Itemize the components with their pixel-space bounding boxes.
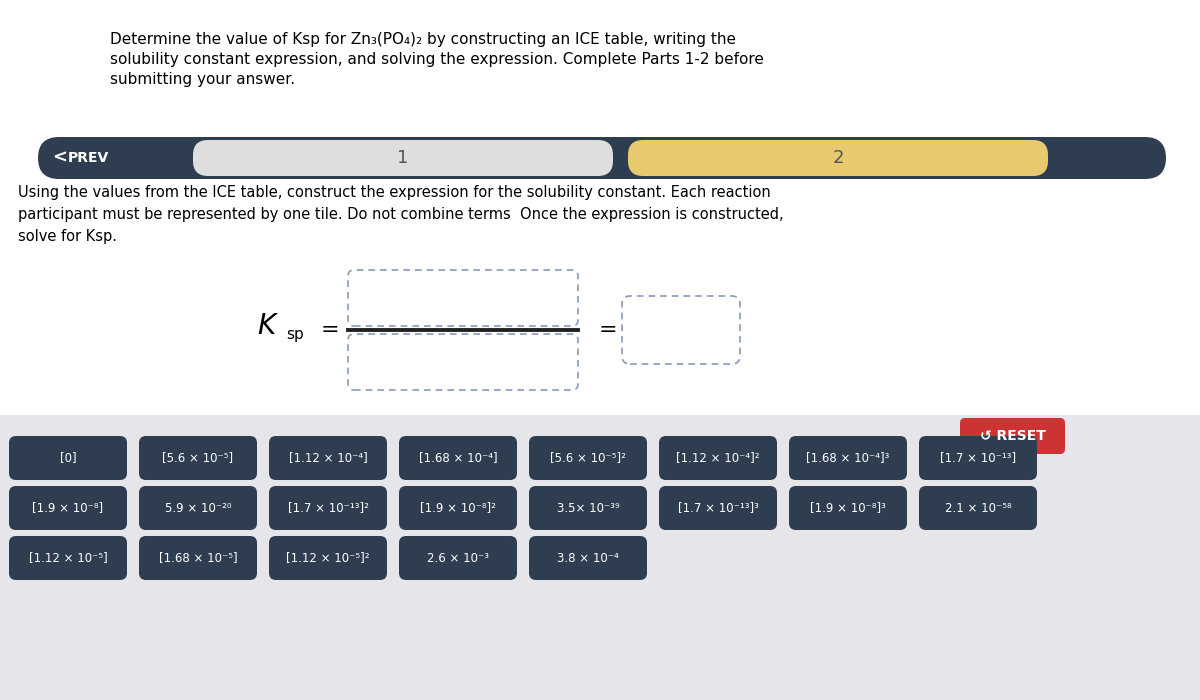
Text: [1.9 × 10⁻⁸]²: [1.9 × 10⁻⁸]² — [420, 501, 496, 514]
FancyBboxPatch shape — [919, 436, 1037, 480]
Text: 2: 2 — [833, 149, 844, 167]
FancyBboxPatch shape — [529, 536, 647, 580]
Text: [1.7 × 10⁻¹³]: [1.7 × 10⁻¹³] — [940, 452, 1016, 465]
FancyBboxPatch shape — [269, 486, 386, 530]
Text: <: < — [52, 149, 67, 167]
FancyBboxPatch shape — [269, 536, 386, 580]
FancyBboxPatch shape — [348, 334, 578, 390]
FancyBboxPatch shape — [659, 436, 778, 480]
Text: [1.12 × 10⁻⁵]: [1.12 × 10⁻⁵] — [29, 552, 107, 564]
FancyBboxPatch shape — [10, 486, 127, 530]
Text: [5.6 × 10⁻⁵]²: [5.6 × 10⁻⁵]² — [550, 452, 626, 465]
FancyBboxPatch shape — [622, 296, 740, 364]
FancyBboxPatch shape — [269, 436, 386, 480]
FancyBboxPatch shape — [348, 270, 578, 326]
Text: [1.9 × 10⁻⁸]: [1.9 × 10⁻⁸] — [32, 501, 103, 514]
FancyBboxPatch shape — [193, 140, 613, 176]
FancyBboxPatch shape — [790, 436, 907, 480]
Text: 2.1 × 10⁻⁵⁸: 2.1 × 10⁻⁵⁸ — [944, 501, 1012, 514]
FancyBboxPatch shape — [398, 486, 517, 530]
Text: [1.68 × 10⁻⁴]³: [1.68 × 10⁻⁴]³ — [806, 452, 889, 465]
Text: solve for Ksp.: solve for Ksp. — [18, 229, 118, 244]
Bar — [0, 0, 1200, 415]
Text: [1.68 × 10⁻⁴]: [1.68 × 10⁻⁴] — [419, 452, 497, 465]
Text: [5.6 × 10⁻⁵]: [5.6 × 10⁻⁵] — [162, 452, 234, 465]
FancyBboxPatch shape — [398, 536, 517, 580]
Text: $K$: $K$ — [257, 312, 280, 340]
FancyBboxPatch shape — [38, 137, 1166, 179]
Bar — [0, 415, 1200, 700]
Text: solubility constant expression, and solving the expression. Complete Parts 1-2 b: solubility constant expression, and solv… — [110, 52, 764, 67]
FancyBboxPatch shape — [960, 418, 1066, 454]
Text: participant must be represented by one tile. Do not combine terms  Once the expr: participant must be represented by one t… — [18, 207, 784, 222]
Text: submitting your answer.: submitting your answer. — [110, 72, 295, 87]
FancyBboxPatch shape — [398, 436, 517, 480]
FancyBboxPatch shape — [790, 486, 907, 530]
Text: =: = — [599, 320, 617, 340]
FancyBboxPatch shape — [628, 140, 1048, 176]
Text: [1.12 × 10⁻⁴]: [1.12 × 10⁻⁴] — [289, 452, 367, 465]
FancyBboxPatch shape — [10, 436, 127, 480]
Text: [1.12 × 10⁻⁵]²: [1.12 × 10⁻⁵]² — [287, 552, 370, 564]
Text: 3.8 × 10⁻⁴: 3.8 × 10⁻⁴ — [557, 552, 619, 564]
FancyBboxPatch shape — [139, 536, 257, 580]
Text: 1: 1 — [397, 149, 409, 167]
FancyBboxPatch shape — [659, 486, 778, 530]
Text: [1.68 × 10⁻⁵]: [1.68 × 10⁻⁵] — [158, 552, 238, 564]
Text: [1.12 × 10⁻⁴]²: [1.12 × 10⁻⁴]² — [677, 452, 760, 465]
Text: Determine the value of Ksp for Zn₃(PO₄)₂ by constructing an ICE table, writing t: Determine the value of Ksp for Zn₃(PO₄)₂… — [110, 32, 736, 47]
Text: [1.7 × 10⁻¹³]²: [1.7 × 10⁻¹³]² — [288, 501, 368, 514]
Text: 3.5× 10⁻³⁹: 3.5× 10⁻³⁹ — [557, 501, 619, 514]
FancyBboxPatch shape — [529, 436, 647, 480]
Text: ↺ RESET: ↺ RESET — [979, 429, 1045, 443]
Text: [0]: [0] — [60, 452, 77, 465]
FancyBboxPatch shape — [919, 486, 1037, 530]
FancyBboxPatch shape — [139, 486, 257, 530]
Text: sp: sp — [286, 328, 304, 342]
Text: [1.9 × 10⁻⁸]³: [1.9 × 10⁻⁸]³ — [810, 501, 886, 514]
FancyBboxPatch shape — [10, 536, 127, 580]
Text: PREV: PREV — [68, 151, 109, 165]
Text: =: = — [320, 320, 340, 340]
Text: Using the values from the ICE table, construct the expression for the solubility: Using the values from the ICE table, con… — [18, 185, 770, 200]
FancyBboxPatch shape — [139, 436, 257, 480]
Text: [1.7 × 10⁻¹³]³: [1.7 × 10⁻¹³]³ — [678, 501, 758, 514]
FancyBboxPatch shape — [529, 486, 647, 530]
Text: 5.9 × 10⁻²⁰: 5.9 × 10⁻²⁰ — [164, 501, 232, 514]
Text: 2.6 × 10⁻³: 2.6 × 10⁻³ — [427, 552, 490, 564]
